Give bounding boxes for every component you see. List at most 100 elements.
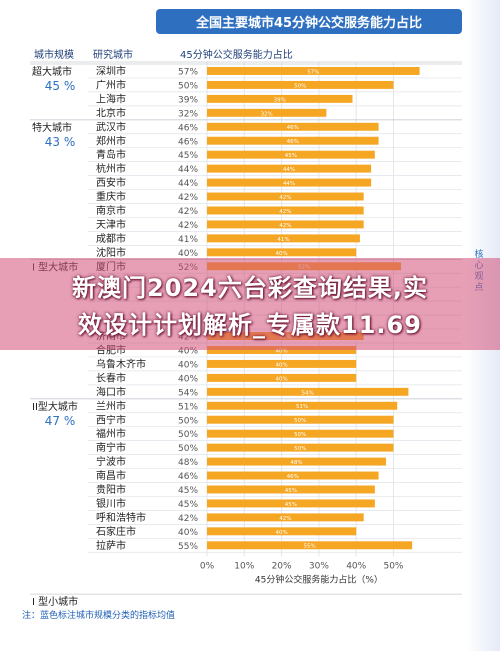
- bar: [207, 499, 375, 508]
- bar-value-label: 48%: [290, 460, 302, 466]
- bar-value-label: 46%: [287, 474, 299, 480]
- city-label: 青岛市: [96, 148, 126, 161]
- city-label: 石家庄市: [96, 525, 136, 538]
- percent-label: 40%: [178, 249, 198, 259]
- bar: [207, 485, 375, 494]
- percent-label: 42%: [178, 207, 198, 217]
- city-label: 北京市: [96, 106, 126, 119]
- bar-value-label: 55%: [303, 544, 315, 550]
- bar-value-label: 44%: [283, 167, 295, 173]
- bar-value-label: 39%: [274, 97, 286, 103]
- bar: [207, 150, 375, 159]
- overlay-text-line1: 新澳门2024六台彩查询结果,实: [72, 274, 428, 302]
- bar: [207, 248, 357, 257]
- bar: [207, 108, 327, 117]
- percent-label: 46%: [178, 123, 198, 133]
- bar-value-label: 42%: [279, 195, 291, 201]
- bar: [207, 373, 357, 382]
- bar-value-label: 46%: [287, 139, 299, 145]
- percent-label: 42%: [178, 221, 198, 231]
- city-label: 贵阳市: [96, 483, 126, 496]
- city-label: 银川市: [96, 497, 126, 510]
- city-label: 宁波市: [96, 455, 126, 468]
- city-label: 南京市: [96, 204, 126, 217]
- bar-value-label: 54%: [302, 390, 314, 396]
- bar: [207, 122, 379, 131]
- percent-label: 44%: [178, 179, 198, 189]
- bar: [207, 136, 379, 145]
- city-label: 西宁市: [96, 413, 126, 426]
- x-tick-label: 20%: [272, 561, 292, 571]
- group-average: 45 %: [45, 79, 76, 93]
- percent-label: 40%: [178, 347, 198, 357]
- percent-label: 50%: [178, 444, 198, 454]
- percent-label: 40%: [178, 374, 198, 384]
- bar-value-label: 45%: [285, 502, 297, 508]
- percent-label: 46%: [178, 472, 198, 482]
- group-label: I 型小城市: [32, 595, 78, 608]
- city-label: 武汉市: [96, 120, 126, 133]
- city-label: 西安市: [96, 176, 126, 189]
- percent-label: 57%: [178, 68, 198, 78]
- city-label: 郑州市: [96, 134, 126, 147]
- bar-value-label: 50%: [294, 432, 306, 438]
- percent-label: 45%: [178, 500, 198, 510]
- overlay-text-line2: 效设计计划解析_专属款11.69: [78, 311, 422, 339]
- percent-label: 50%: [178, 416, 198, 426]
- city-label: 重庆市: [96, 190, 126, 203]
- bar: [207, 234, 360, 243]
- bar-value-label: 40%: [275, 530, 287, 536]
- bar: [207, 541, 413, 550]
- bar-value-label: 45%: [285, 488, 297, 494]
- percent-label: 54%: [178, 388, 198, 398]
- city-label: 呼和浩特市: [96, 511, 146, 524]
- percent-label: 40%: [178, 528, 198, 538]
- city-label: 广州市: [96, 78, 126, 91]
- city-label: 沈阳市: [96, 246, 126, 259]
- bar-value-label: 57%: [307, 69, 319, 75]
- bar: [207, 178, 372, 187]
- bar-value-label: 42%: [279, 223, 291, 229]
- bar: [207, 192, 364, 201]
- bar: [207, 513, 364, 522]
- percent-label: 42%: [178, 514, 198, 524]
- bar-value-label: 40%: [275, 362, 287, 368]
- percent-label: 40%: [178, 360, 198, 370]
- bar-value-label: 40%: [275, 251, 287, 257]
- footnote: 注：蓝色标注城市规模分类的指标均值: [22, 611, 176, 621]
- group-average: 47 %: [45, 414, 76, 428]
- x-tick-label: 40%: [346, 561, 366, 571]
- percent-label: 51%: [178, 402, 198, 412]
- city-label: 长春市: [96, 371, 126, 384]
- percent-label: 44%: [178, 165, 198, 175]
- bar-value-label: 45%: [285, 153, 297, 159]
- percent-label: 48%: [178, 458, 198, 468]
- bar: [207, 80, 394, 89]
- percent-label: 32%: [178, 109, 198, 119]
- city-label: 深圳市: [96, 65, 126, 78]
- bar-value-label: 40%: [275, 348, 287, 354]
- percent-label: 41%: [178, 235, 198, 245]
- percent-label: 50%: [178, 81, 198, 91]
- city-label: 拉萨市: [96, 539, 126, 552]
- percent-label: 46%: [178, 137, 198, 147]
- bar: [207, 457, 387, 466]
- chart-title: 全国主要城市45分钟公交服务能力占比: [156, 9, 462, 34]
- percent-label: 42%: [178, 193, 198, 203]
- bar: [207, 429, 394, 438]
- col-header-bar: 45分钟公交服务能力占比: [180, 50, 293, 61]
- bar-value-label: 44%: [283, 181, 295, 187]
- group-label: 超大城市: [32, 65, 72, 78]
- bar: [207, 471, 379, 480]
- city-label: 天津市: [96, 218, 126, 231]
- bar: [207, 164, 372, 173]
- x-tick-label: 0%: [200, 561, 215, 571]
- bar-value-label: 50%: [294, 446, 306, 452]
- bar-value-label: 40%: [275, 376, 287, 382]
- x-tick-label: 50%: [383, 561, 403, 571]
- city-label: 南宁市: [96, 441, 126, 454]
- city-label: 南昌市: [96, 469, 126, 482]
- bar: [207, 94, 353, 103]
- x-tick-label: 30%: [309, 561, 329, 571]
